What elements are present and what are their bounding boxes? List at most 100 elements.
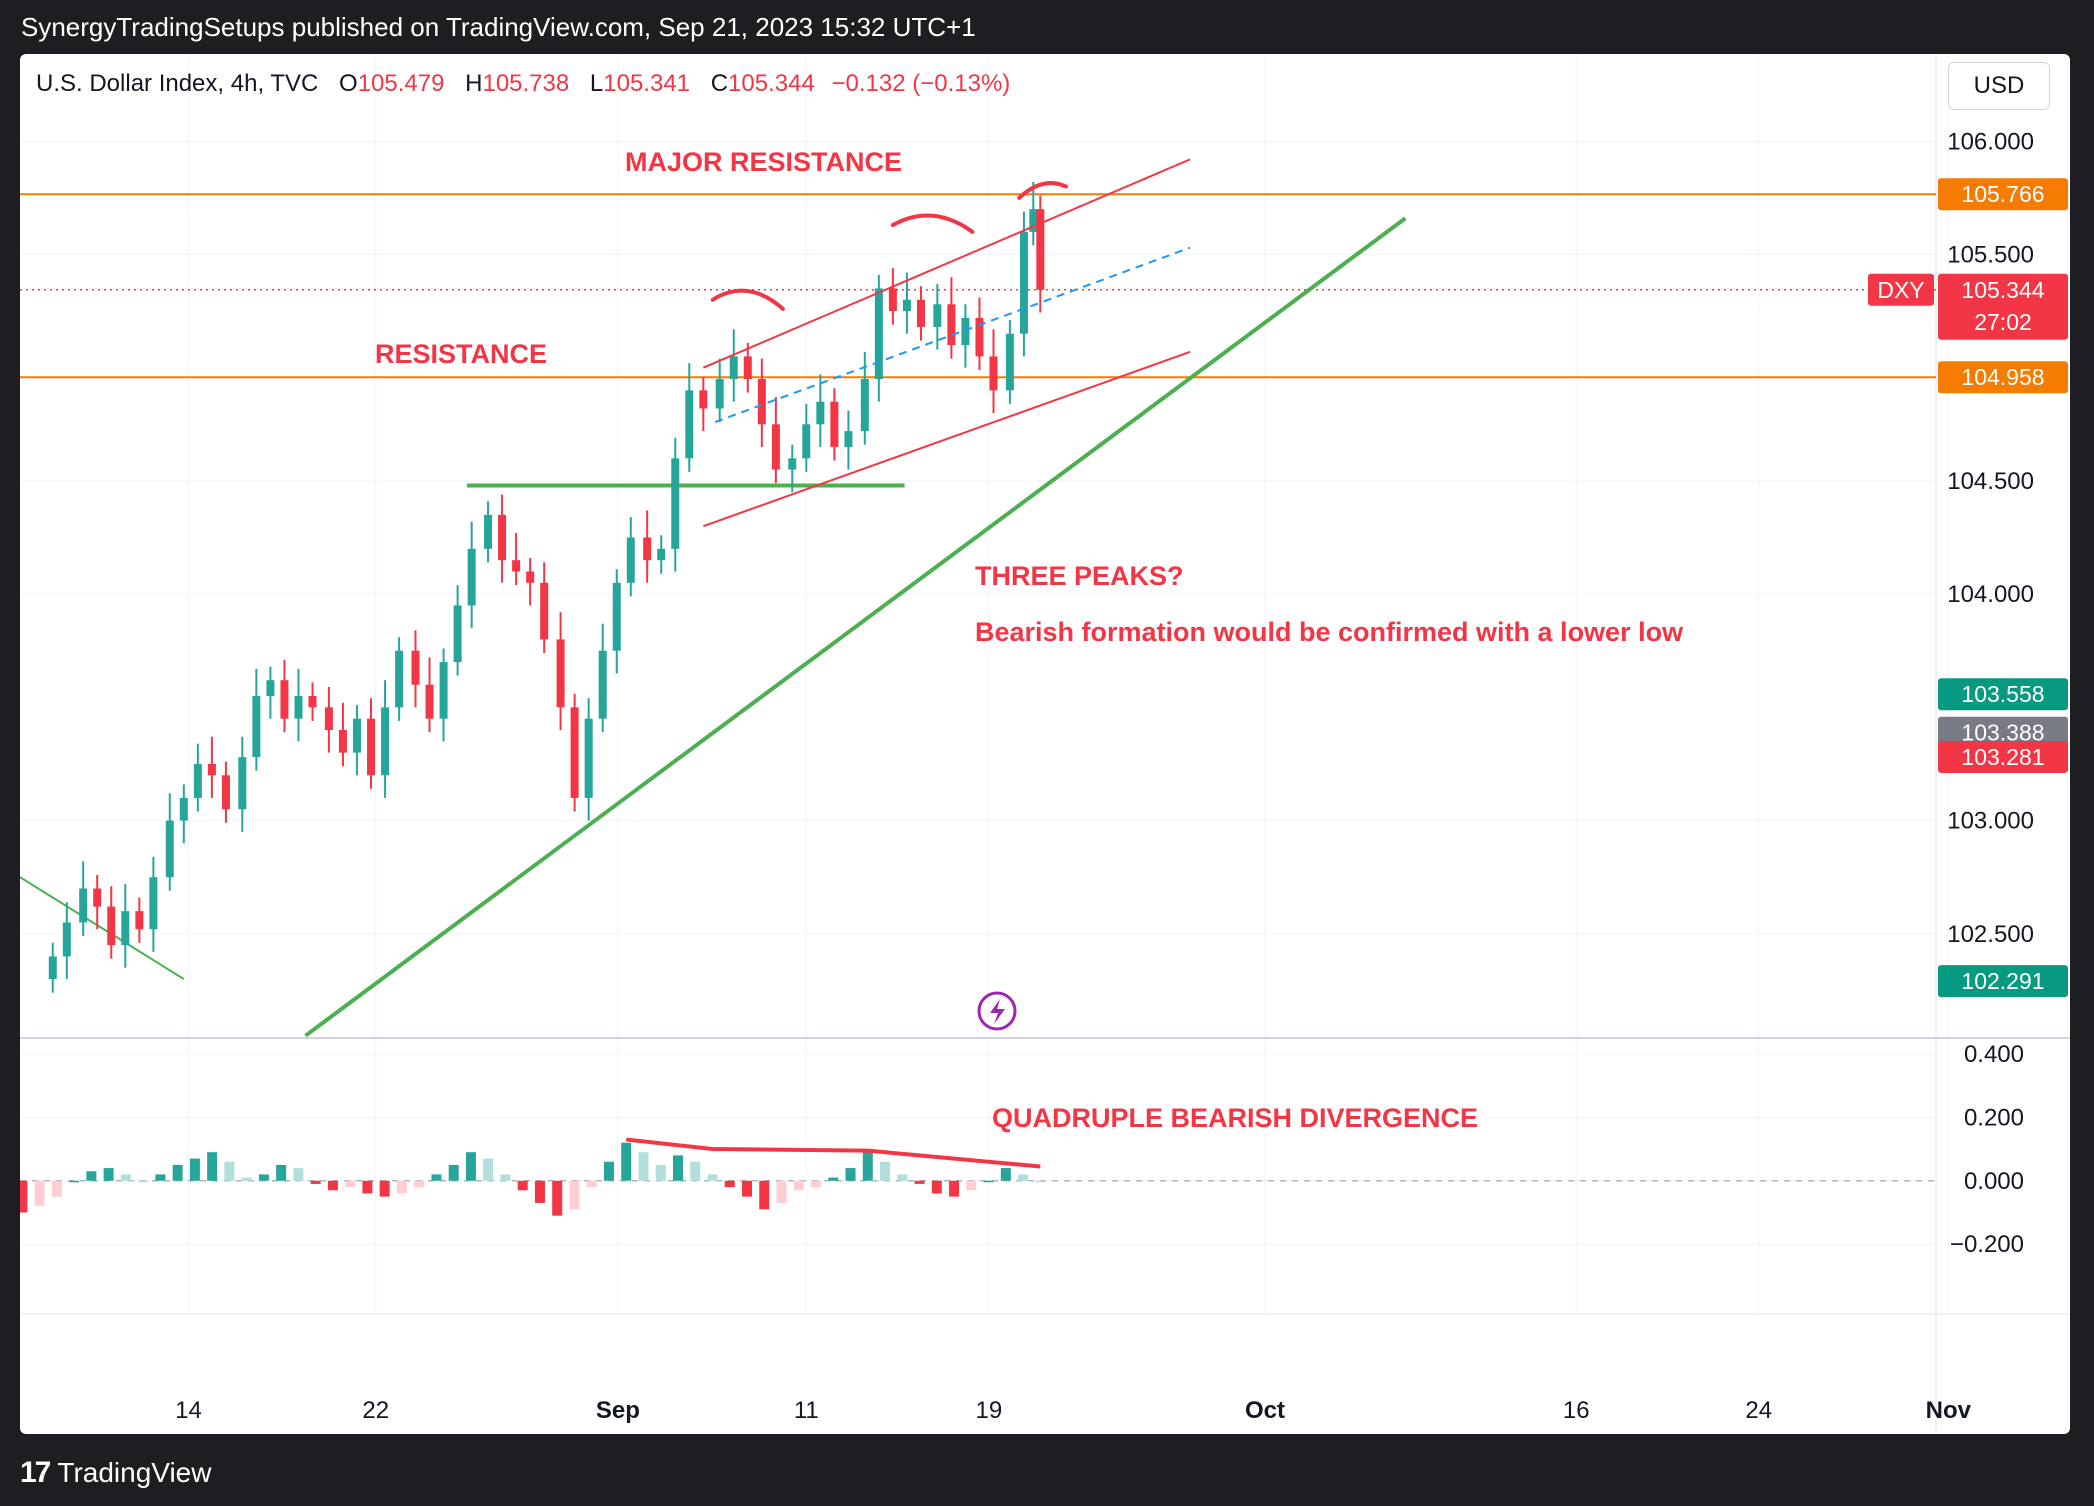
indicator-bar xyxy=(776,1180,787,1203)
candle-body xyxy=(193,763,202,798)
candle-body xyxy=(802,424,811,459)
indicator-bar xyxy=(552,1180,563,1216)
three-peaks-label: THREE PEAKS? xyxy=(975,561,1184,591)
alert-icon[interactable] xyxy=(977,991,1017,1031)
indicator-bar xyxy=(20,1180,28,1213)
price-badge-value: 103.281 xyxy=(1961,744,2044,770)
grid xyxy=(20,54,1949,1314)
indicator-bar xyxy=(241,1177,252,1181)
time-tick-label: Nov xyxy=(1926,1397,1972,1424)
major-resistance-label: MAJOR RESISTANCE xyxy=(625,147,902,177)
indicator-bar xyxy=(949,1180,960,1197)
time-tick-label: 22 xyxy=(362,1397,389,1424)
price-tick-label: 102.500 xyxy=(1947,921,2034,948)
candle-body xyxy=(715,379,724,409)
time-tick-label: Oct xyxy=(1245,1397,1285,1424)
price-badge-value: 104.958 xyxy=(1961,364,2044,390)
price-tick-label: 105.500 xyxy=(1947,241,2034,268)
candle-body xyxy=(626,537,635,583)
open-value: 105.479 xyxy=(357,70,445,97)
candle-body xyxy=(1019,231,1028,334)
candle-body xyxy=(498,514,507,561)
candles xyxy=(48,182,1045,993)
time-axis[interactable]: 14 22 Sep 11 19 Oct 16 24 Nov xyxy=(175,1397,1971,1424)
candle-body xyxy=(844,431,853,447)
indicator-bar xyxy=(862,1152,873,1181)
indicator-bar xyxy=(224,1161,235,1181)
chart-panel[interactable]: 106.000 105.500 104.500 104.000 103.000 102.5… xyxy=(20,54,2070,1434)
candle-body xyxy=(643,537,652,561)
price-axis[interactable]: 106.000 105.500 104.500 104.000 103.000 102.5… xyxy=(1947,128,2034,1258)
candle-body xyxy=(757,379,766,425)
candle-body xyxy=(743,356,752,380)
indicator-bar xyxy=(138,1180,149,1183)
candle-body xyxy=(149,877,158,930)
candle-body xyxy=(453,605,462,663)
candle-body xyxy=(556,639,565,708)
indicator-bar xyxy=(534,1180,545,1203)
indicator-bar xyxy=(69,1180,80,1183)
candle-body xyxy=(933,304,942,327)
high-value: 105.738 xyxy=(482,70,570,97)
indicator-bar xyxy=(483,1158,494,1181)
indicator-histogram xyxy=(20,1137,1936,1216)
candle-body xyxy=(584,718,593,798)
indicator-bar xyxy=(621,1142,632,1181)
resistance-label: RESISTANCE xyxy=(375,339,547,369)
published-text: SynergyTradingSetups published on Tradin… xyxy=(21,12,976,42)
candle-body xyxy=(526,571,535,583)
indicator-bar xyxy=(983,1180,994,1183)
candle-body xyxy=(830,401,839,447)
indicator-bar xyxy=(103,1168,114,1181)
indicator-bar xyxy=(155,1174,166,1181)
candle-body xyxy=(48,956,57,980)
low-value: 105.341 xyxy=(603,70,691,97)
indicator-bar xyxy=(638,1152,649,1181)
indicator-bar xyxy=(172,1164,183,1181)
price-badge xyxy=(1938,273,2068,340)
indicator-tick-label: 0.000 xyxy=(1964,1168,2024,1195)
candle-body xyxy=(916,299,925,327)
publisher-bar: SynergyTradingSetups published on Tradin… xyxy=(0,0,2094,54)
indicator-bar xyxy=(914,1180,925,1184)
indicator-bar xyxy=(293,1168,304,1181)
time-tick-label: Sep xyxy=(596,1397,640,1424)
candle-body xyxy=(685,390,694,459)
candle-body xyxy=(860,379,869,432)
candle-body xyxy=(367,718,376,776)
price-badge-value: 105.766 xyxy=(1961,181,2044,207)
candle-body xyxy=(729,356,738,380)
price-badge-value: 103.558 xyxy=(1961,681,2044,707)
candle-body xyxy=(381,707,390,776)
candle-body xyxy=(975,317,984,357)
candle-body xyxy=(395,650,404,708)
indicator-tick-label: 0.200 xyxy=(1964,1104,2024,1131)
indicator-bar xyxy=(120,1174,131,1181)
candle-body xyxy=(338,729,347,753)
candle-body xyxy=(788,458,797,470)
indicator-bar xyxy=(1018,1174,1029,1181)
price-badge-countdown: 27:02 xyxy=(1974,309,2032,335)
chart-canvas[interactable]: 106.000 105.500 104.500 104.000 103.000 102.5… xyxy=(20,54,2070,1434)
candle-body xyxy=(467,548,476,606)
candle-body xyxy=(816,401,825,425)
indicator-bar xyxy=(931,1180,942,1194)
close-value: 105.344 xyxy=(728,70,815,97)
currency-button[interactable]: USD xyxy=(1948,62,2050,110)
indicator-bar xyxy=(793,1180,804,1191)
candle-body xyxy=(179,797,188,821)
symbol-badge xyxy=(1868,273,1934,306)
candle-body xyxy=(121,911,130,946)
candle-body xyxy=(699,390,708,409)
indicator-bar xyxy=(586,1180,597,1188)
indicator-bar xyxy=(569,1180,580,1210)
candle-body xyxy=(439,662,448,719)
candle-body xyxy=(598,650,607,719)
candle-body xyxy=(411,650,420,685)
indicator-bar xyxy=(690,1161,701,1181)
footer: 17 TradingView xyxy=(20,1448,211,1498)
candle-body xyxy=(252,696,261,758)
indicator-bar xyxy=(414,1180,425,1188)
indicator-bar xyxy=(34,1180,45,1207)
brand-name: TradingView xyxy=(57,1457,212,1488)
